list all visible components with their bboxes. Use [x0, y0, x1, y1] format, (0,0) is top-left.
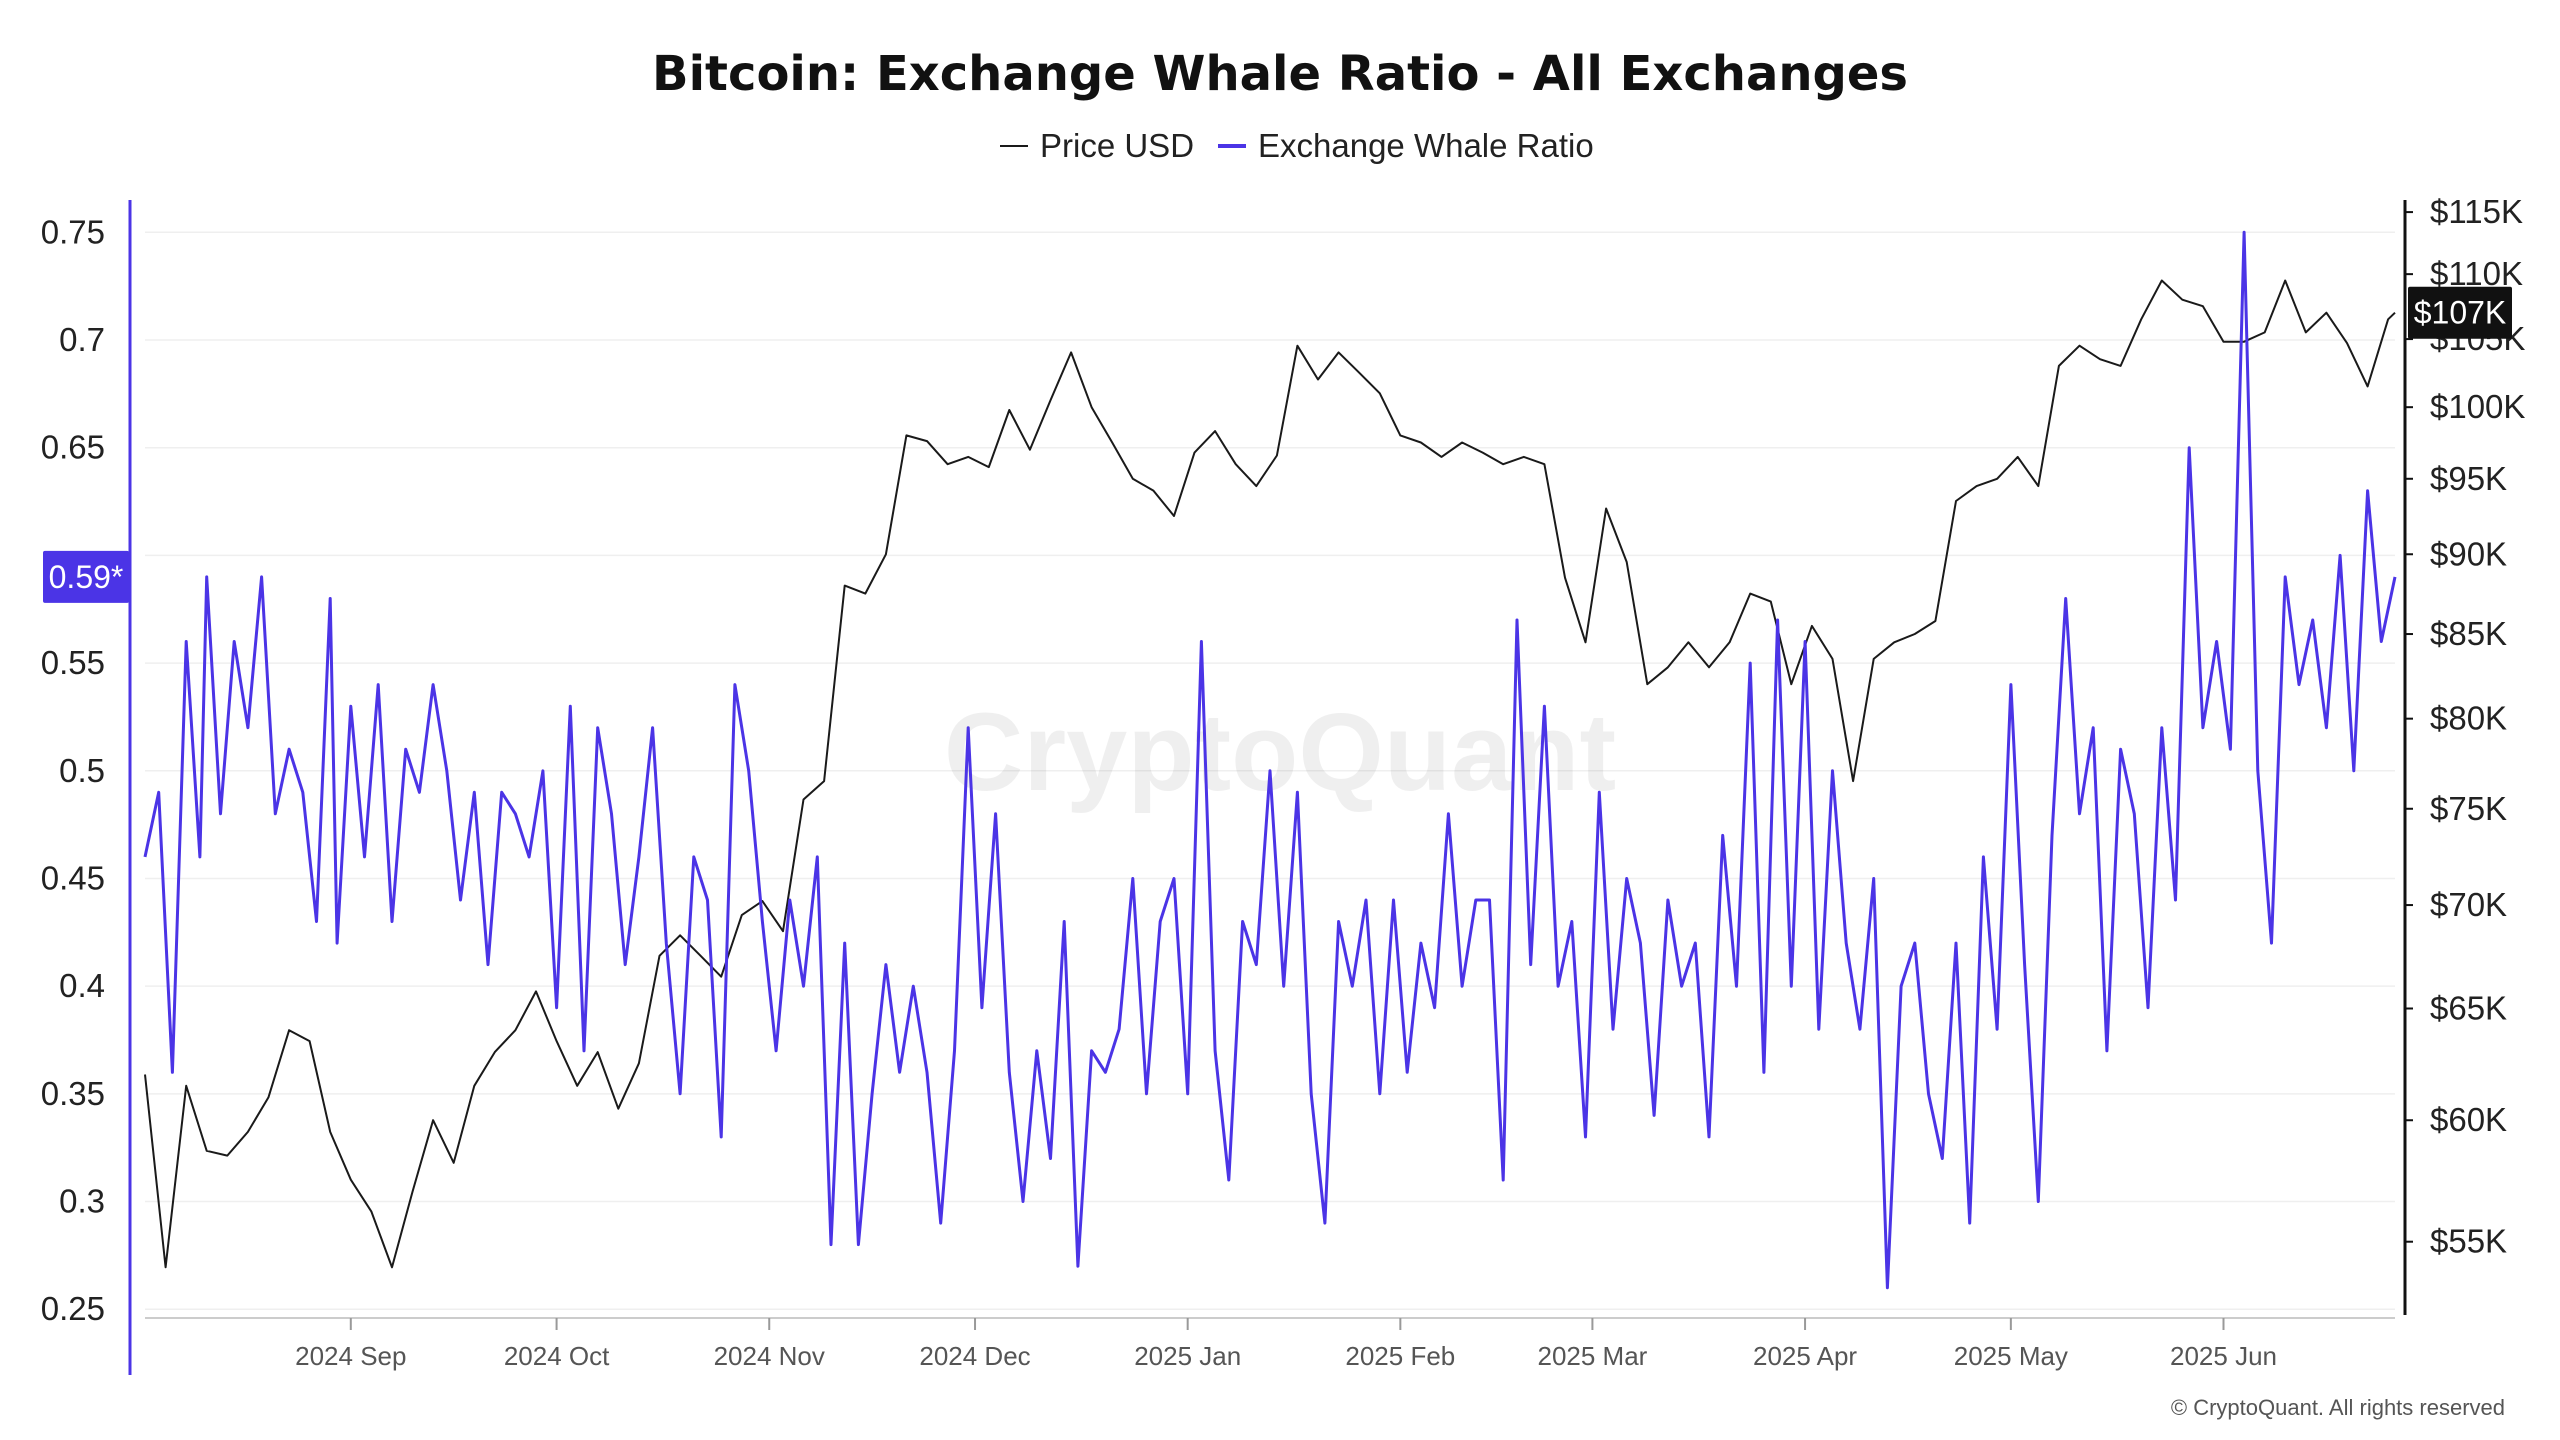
- right-tick-label: $55K: [2430, 1223, 2507, 1260]
- legend-item-price[interactable]: Price USD: [1000, 127, 1194, 164]
- left-badge-background: [43, 550, 129, 603]
- left-current-value-badge: 0.59*: [43, 550, 129, 603]
- right-current-value-badge: $107K: [2408, 286, 2512, 339]
- series-line-price: [144, 279, 2396, 1269]
- x-tick-label: 2025 Jun: [2170, 1341, 2277, 1371]
- left-tick-label: 0.45: [41, 859, 105, 896]
- right-tick-label: $90K: [2430, 535, 2507, 572]
- right-tick-label: $85K: [2430, 615, 2507, 652]
- x-tick-label: 2025 May: [1954, 1341, 2068, 1371]
- right-tick-label: $80K: [2430, 700, 2507, 737]
- legend: Price USD Exchange Whale Ratio: [1000, 127, 1594, 164]
- legend-label-ratio: Exchange Whale Ratio: [1258, 127, 1594, 164]
- left-axis-ticks: 0.25 0.3 0.35 0.4 0.45 0.5 0.55 0.65 0.7 0.75: [41, 213, 105, 1327]
- left-tick-label: 0.65: [41, 429, 105, 466]
- legend-item-ratio[interactable]: Exchange Whale Ratio: [1218, 127, 1594, 164]
- x-tick-label: 2024 Oct: [504, 1341, 610, 1371]
- left-tick-label: 0.75: [41, 213, 105, 250]
- x-tick-label: 2025 Apr: [1753, 1341, 1857, 1371]
- right-badge-label: $107K: [2414, 295, 2507, 331]
- axes: [128, 200, 2407, 1375]
- x-tick-label: 2025 Jan: [1134, 1341, 1241, 1371]
- left-tick-label: 0.7: [59, 321, 105, 358]
- right-tick-label: $65K: [2430, 990, 2507, 1027]
- right-tick-label: $100K: [2430, 388, 2525, 425]
- series-line-exchange-whale-ratio: [143, 230, 2397, 1290]
- chart-title: Bitcoin: Exchange Whale Ratio - All Exch…: [652, 46, 1908, 102]
- x-tick-label: 2024 Sep: [295, 1341, 406, 1371]
- left-tick-label: 0.25: [41, 1290, 105, 1327]
- right-tick-label: $70K: [2430, 886, 2507, 923]
- left-tick-label: 0.5: [59, 752, 105, 789]
- left-tick-label: 0.35: [41, 1075, 105, 1112]
- right-axis-ticks: $55K $60K $65K $70K $75K $80K $85K $90K $95K $100…: [2405, 193, 2525, 1260]
- x-tick-label: 2024 Dec: [919, 1341, 1030, 1371]
- right-tick-label: $110K: [2430, 255, 2523, 292]
- left-tick-label: 0.3: [59, 1183, 105, 1220]
- left-tick-label: 0.4: [59, 967, 105, 1004]
- left-tick-label: 0.55: [41, 644, 105, 681]
- x-tick-label: 2024 Nov: [714, 1341, 825, 1371]
- x-tick-label: 2025 Mar: [1537, 1341, 1647, 1371]
- watermark: CryptoQuant: [944, 691, 1616, 814]
- x-axis-ticks: 2024 Sep 2024 Oct 2024 Nov 2024 Dec 2025 Jan…: [295, 1318, 2277, 1371]
- copyright-notice: © CryptoQuant. All rights reserved: [2171, 1395, 2505, 1420]
- x-tick-label: 2025 Feb: [1345, 1341, 1455, 1371]
- right-tick-label: $115K: [2430, 193, 2523, 230]
- right-tick-label: $95K: [2430, 460, 2507, 497]
- right-tick-label: $60K: [2430, 1101, 2507, 1138]
- legend-label-price: Price USD: [1040, 127, 1194, 164]
- left-badge-label: 0.59*: [49, 559, 124, 595]
- right-tick-label: $75K: [2430, 790, 2507, 827]
- right-badge-background: [2408, 286, 2512, 339]
